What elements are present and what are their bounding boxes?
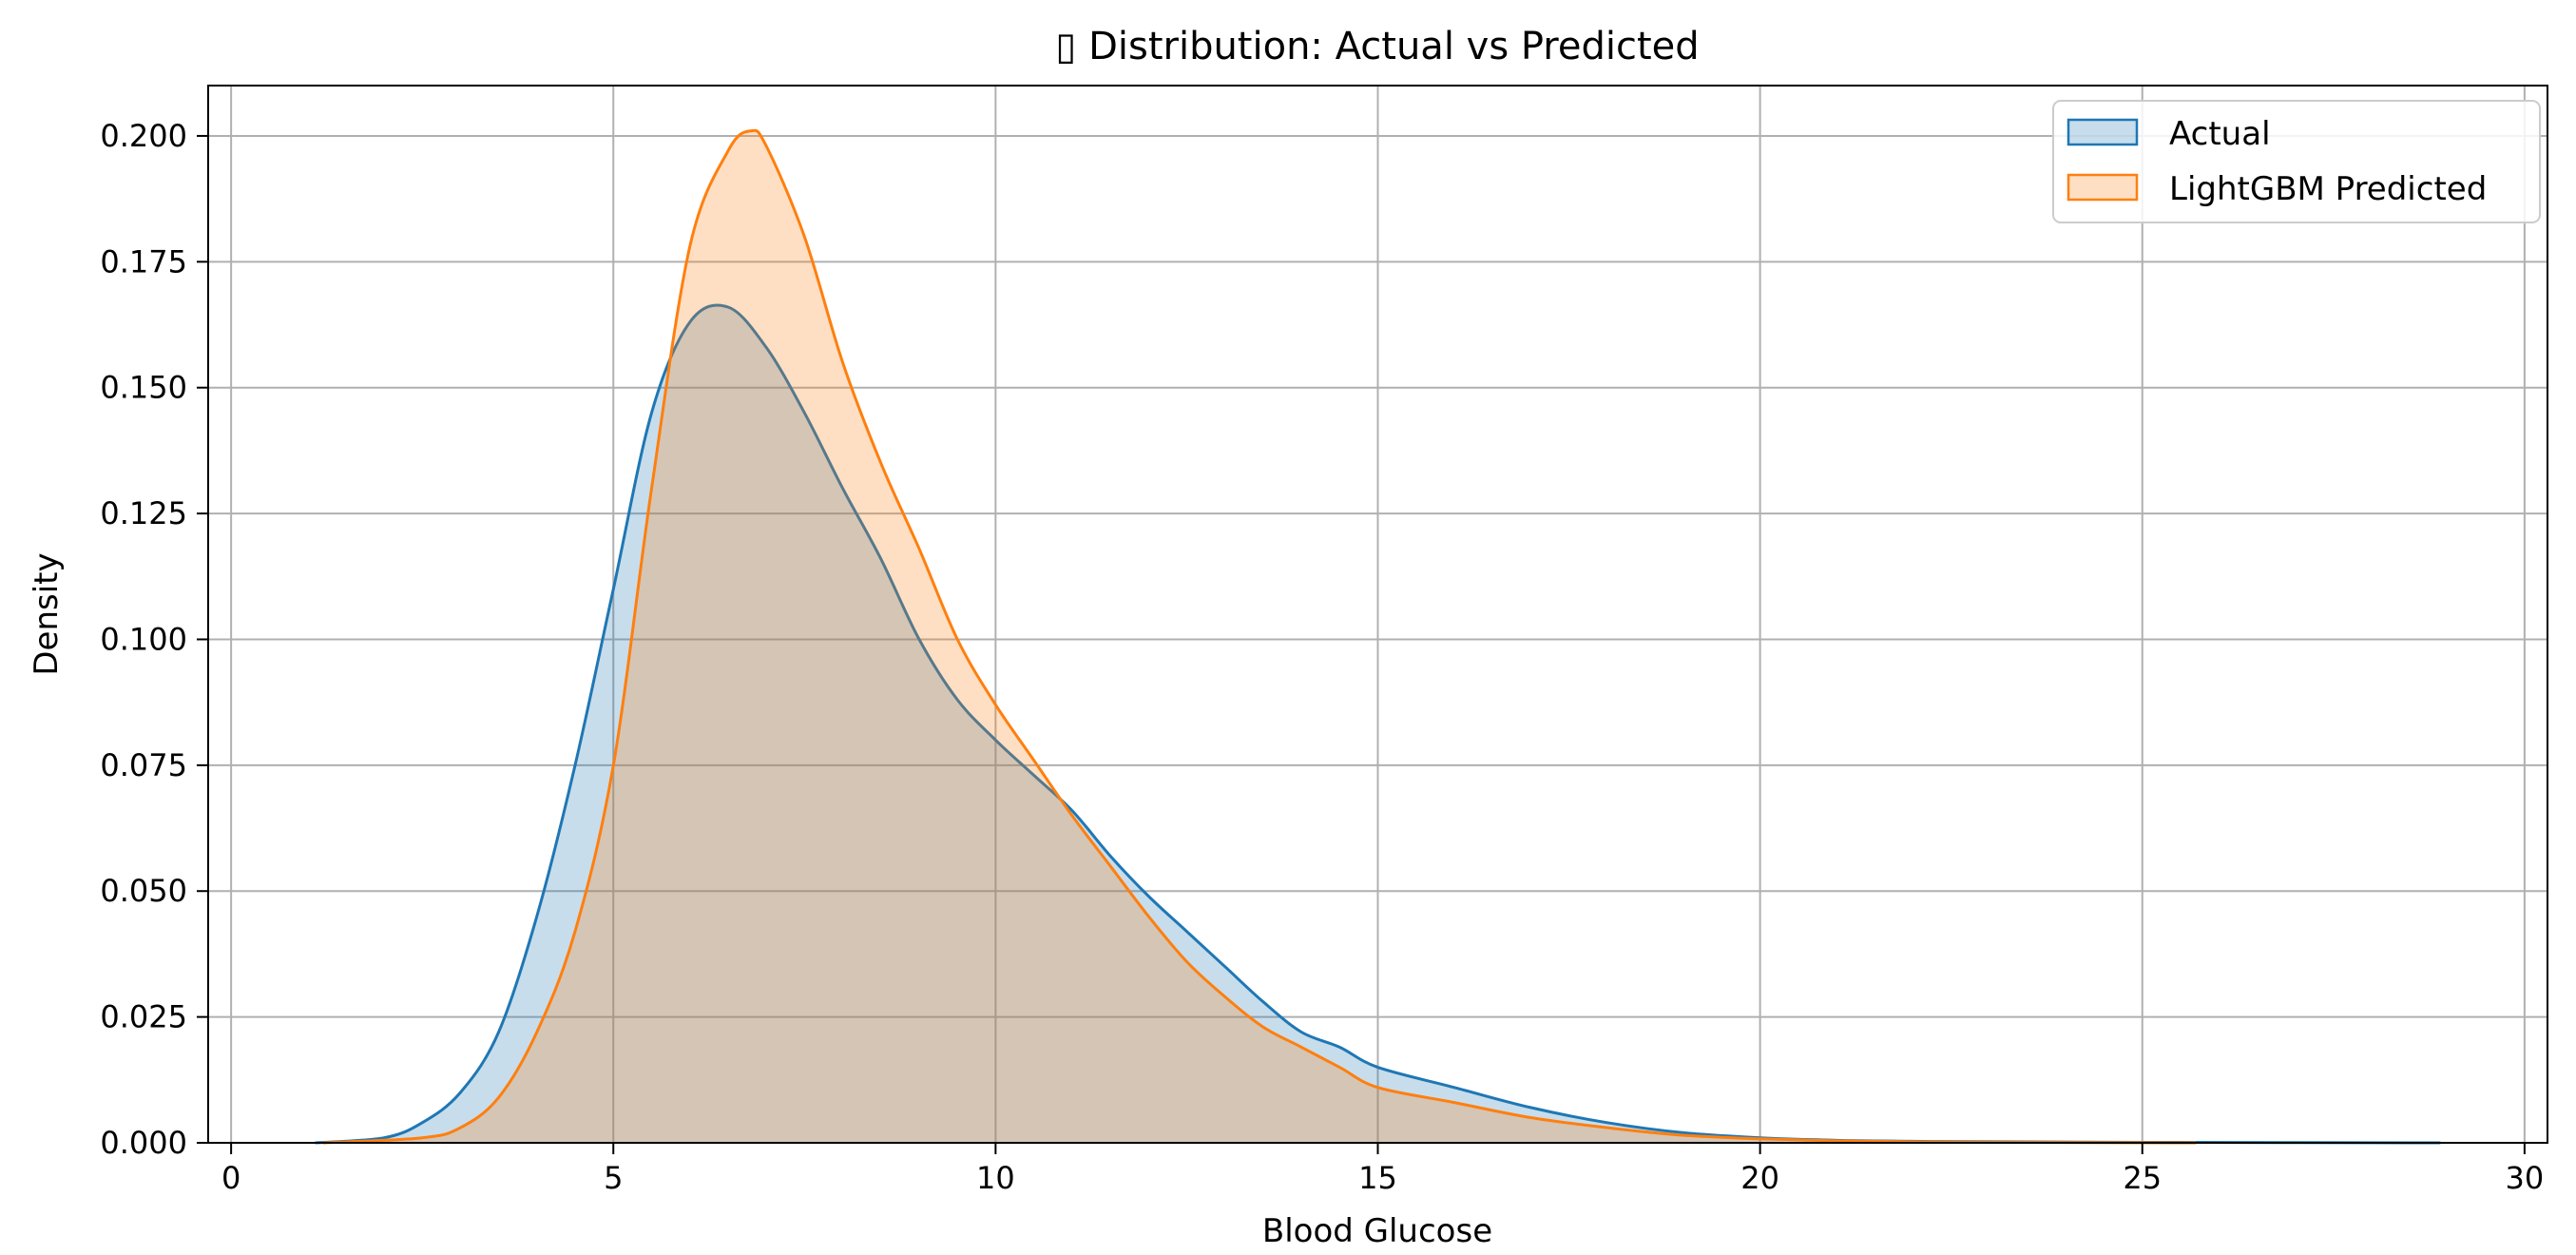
series-layer <box>315 128 2441 1145</box>
legend-swatch-lightgbm-predicted <box>2067 173 2139 202</box>
x-tick-label: 25 <box>2123 1160 2162 1196</box>
legend-label-actual: Actual <box>2169 115 2271 153</box>
y-tick-label: 0.200 <box>100 118 187 154</box>
x-axis-label: Blood Glucose <box>1262 1212 1492 1250</box>
x-tick-label: 0 <box>221 1160 240 1196</box>
series-area-lightgbm-predicted <box>322 130 2197 1144</box>
x-tick-label: 20 <box>1740 1160 1779 1196</box>
y-tick-label: 0.000 <box>100 1125 187 1161</box>
x-tick-label: 10 <box>976 1160 1015 1196</box>
legend-label-lightgbm-predicted: LightGBM Predicted <box>2169 170 2487 208</box>
legend-box <box>2052 100 2541 223</box>
tick-layer: 0 5 10 15 20 25 30 0.000 0.025 0.050 0.075 0.100 0.1… <box>100 118 2544 1196</box>
legend-swatch-actual <box>2067 118 2139 146</box>
y-tick-label: 0.075 <box>100 747 187 783</box>
x-tick-label: 5 <box>604 1160 623 1196</box>
y-tick-label: 0.050 <box>100 873 187 909</box>
x-tick-label: 30 <box>2506 1160 2545 1196</box>
chart-title: ▯ Distribution: Actual vs Predicted <box>1055 25 1699 68</box>
y-tick-label: 0.125 <box>100 495 187 531</box>
legend: Actual LightGBM Predicted <box>2052 100 2541 223</box>
y-tick-label: 0.175 <box>100 243 187 280</box>
series-line-lightgbm-predicted <box>322 128 2197 1145</box>
y-tick-label: 0.025 <box>100 999 187 1035</box>
series-area-actual <box>315 304 2441 1143</box>
y-tick-label: 0.100 <box>100 621 187 657</box>
y-axis-label: Density <box>28 552 66 675</box>
y-tick-label: 0.150 <box>100 370 187 406</box>
x-tick-label: 15 <box>1358 1160 1397 1196</box>
